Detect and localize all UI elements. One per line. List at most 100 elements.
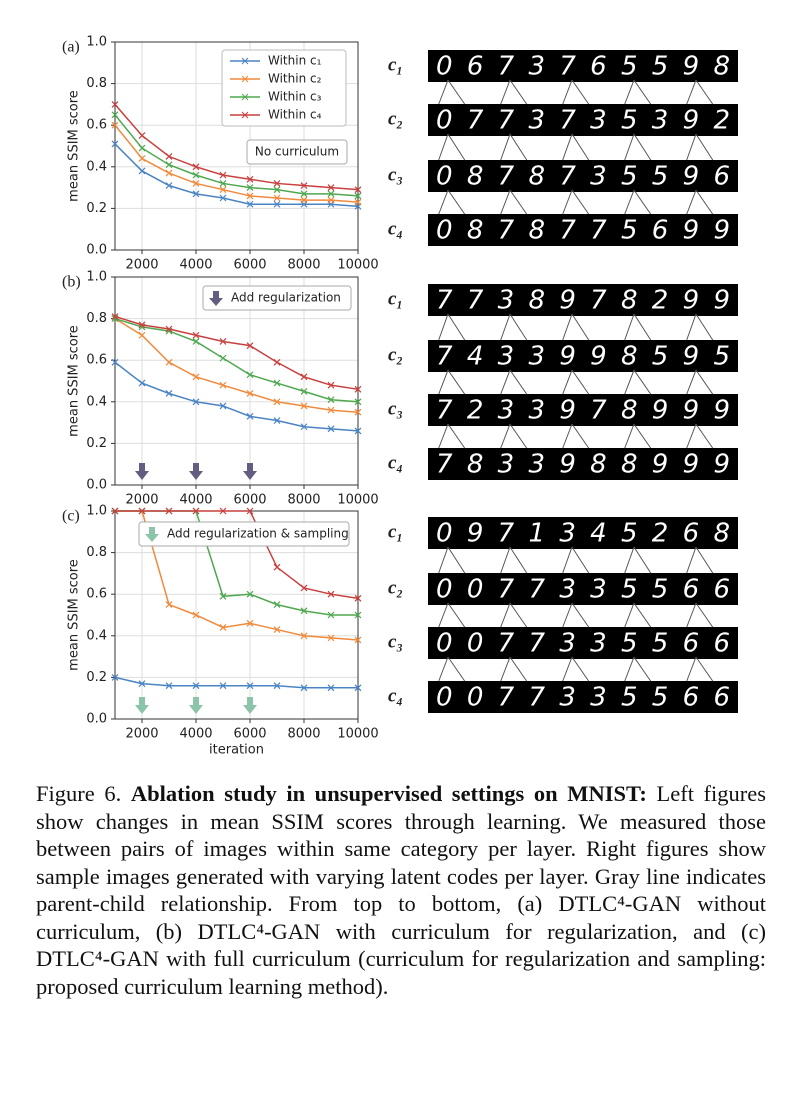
- point-marker: [138, 144, 146, 152]
- parent-child-line: [633, 189, 653, 217]
- legend-box: [221, 49, 347, 127]
- point-marker: [138, 321, 146, 329]
- legend-marker: [241, 75, 249, 83]
- point-marker: [354, 192, 362, 200]
- parent-child-line: [695, 79, 715, 107]
- parent-child-line: [437, 602, 449, 630]
- point-marker: [219, 381, 227, 389]
- sample-strip: [428, 681, 738, 713]
- parent-child-line: [623, 133, 635, 163]
- point-marker: [327, 406, 335, 414]
- point-marker: [300, 190, 308, 198]
- y-tick-label: 1.0: [86, 270, 107, 285]
- point-marker: [354, 398, 362, 406]
- y-tick-label: 0.0: [86, 712, 107, 727]
- parent-child-line: [623, 369, 635, 397]
- parent-child-line: [561, 189, 573, 217]
- series-line: [114, 315, 359, 391]
- point-marker: [300, 373, 308, 381]
- point-marker: [192, 611, 200, 619]
- point-marker: [165, 601, 173, 609]
- parent-child-line: [571, 656, 591, 684]
- point-marker: [219, 624, 227, 631]
- legend-marker: [241, 111, 249, 119]
- y-axis-label: mean SSIM score: [67, 90, 82, 202]
- point-marker: [300, 423, 308, 431]
- sample-strip: [428, 340, 738, 372]
- parent-child-line: [509, 546, 529, 576]
- parent-child-line: [509, 423, 529, 451]
- point-marker: [354, 198, 362, 206]
- sample-strip: [428, 104, 738, 136]
- point-marker: [246, 192, 254, 200]
- parent-child-line: [695, 313, 715, 343]
- caption-text: Left figures show changes in mean SSIM s…: [36, 781, 767, 999]
- parent-child-line: [499, 79, 511, 107]
- y-tick-label: 0.0: [86, 243, 107, 258]
- y-tick-label: 1.0: [86, 504, 107, 519]
- caption-bold: Ablation study in unsupervised settings …: [130, 781, 647, 806]
- parent-child-line: [633, 656, 653, 684]
- series-line: [115, 510, 359, 600]
- parent-child-line: [623, 546, 635, 576]
- x-tick-label: 2000: [125, 493, 158, 508]
- curriculum-arrow: [189, 697, 203, 714]
- series-line: [114, 317, 359, 413]
- point-marker: [300, 632, 308, 640]
- parent-child-line: [561, 133, 573, 163]
- plot-frame: [114, 276, 359, 486]
- parent-child-line: [447, 369, 467, 397]
- y-tick-label: 0.2: [86, 201, 107, 216]
- y-tick-label: 0.4: [86, 394, 107, 409]
- x-tick-label: 8000: [287, 258, 320, 273]
- series-line: [114, 317, 359, 403]
- y-axis-label: mean SSIM score: [67, 325, 82, 437]
- point-marker: [192, 373, 200, 381]
- parent-child-line: [695, 602, 715, 630]
- point-marker: [192, 507, 200, 515]
- point-marker: [246, 175, 254, 183]
- parent-child-line: [685, 423, 697, 451]
- point-marker: [111, 673, 119, 681]
- x-tick-label: 6000: [233, 493, 266, 508]
- point-marker: [300, 584, 308, 592]
- parent-child-line: [685, 79, 697, 107]
- parent-child-line: [685, 189, 697, 217]
- parent-child-line: [437, 313, 449, 343]
- point-marker: [165, 325, 173, 333]
- y-tick-label: 0.8: [86, 545, 107, 560]
- point-marker: [273, 398, 281, 406]
- point-marker: [219, 402, 227, 410]
- point-marker: [192, 163, 200, 171]
- plot-frame: [114, 41, 359, 251]
- parent-child-line: [499, 313, 511, 343]
- series-line: [114, 143, 359, 208]
- point-marker: [327, 611, 335, 619]
- x-tick-label: 10000: [337, 727, 378, 742]
- layer-label: c₂: [388, 344, 403, 365]
- parent-child-line: [561, 546, 573, 576]
- x-tick-label: 10000: [337, 258, 378, 273]
- parent-child-line: [447, 189, 467, 217]
- layer-label: c₄: [388, 685, 403, 706]
- point-marker: [246, 590, 254, 598]
- y-tick-label: 0.4: [86, 628, 107, 643]
- point-marker: [165, 169, 173, 177]
- point-marker: [273, 417, 281, 424]
- point-marker: [165, 358, 173, 366]
- sample-strip: [428, 50, 738, 82]
- point-marker: [111, 507, 119, 515]
- parent-child-line: [685, 369, 697, 397]
- point-marker: [246, 507, 254, 515]
- parent-child-line: [509, 133, 529, 163]
- parent-child-line: [623, 423, 635, 451]
- parent-child-line: [623, 656, 635, 684]
- point-marker: [246, 412, 254, 420]
- parent-child-line: [571, 602, 591, 630]
- point-marker: [327, 425, 335, 433]
- parent-child-line: [695, 423, 715, 451]
- parent-child-line: [685, 602, 697, 630]
- parent-child-line: [509, 313, 529, 343]
- series-line: [114, 361, 359, 432]
- series-line: [115, 510, 359, 641]
